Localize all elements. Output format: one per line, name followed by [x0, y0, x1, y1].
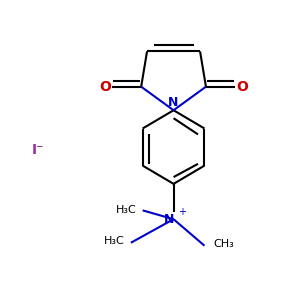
Text: O: O: [236, 80, 248, 94]
Text: H₃C: H₃C: [104, 236, 125, 246]
Text: H₃C: H₃C: [116, 206, 137, 215]
Text: O: O: [99, 80, 111, 94]
Text: CH₃: CH₃: [213, 239, 234, 249]
Text: I⁻: I⁻: [32, 143, 44, 157]
Text: +: +: [178, 207, 186, 217]
Text: N: N: [164, 213, 174, 226]
Text: N: N: [168, 96, 179, 109]
